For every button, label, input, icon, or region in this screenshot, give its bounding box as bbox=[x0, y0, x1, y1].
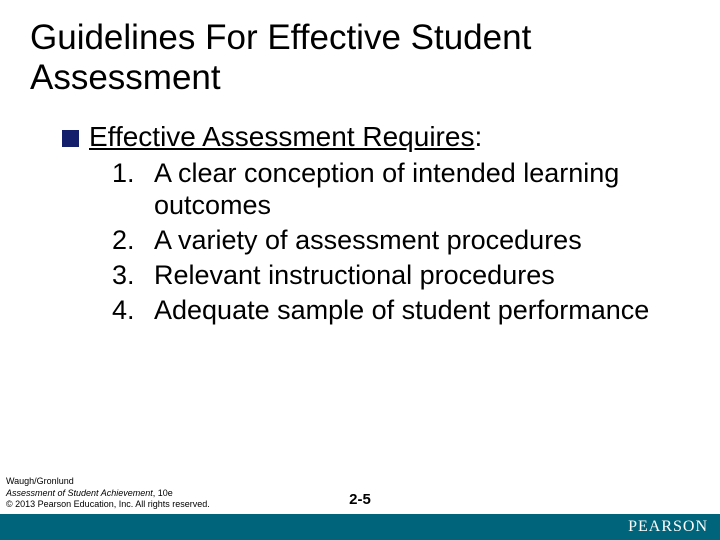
brand-logo: PEARSON bbox=[628, 518, 708, 536]
list-number: 2. bbox=[112, 224, 154, 257]
slide: Guidelines For Effective Student Assessm… bbox=[0, 0, 720, 540]
numbered-list: 1. A clear conception of intended learni… bbox=[62, 157, 690, 328]
list-text: A variety of assessment procedures bbox=[154, 224, 650, 257]
subheading-colon: : bbox=[474, 121, 482, 152]
body-area: Effective Assessment Requires: 1. A clea… bbox=[30, 121, 690, 328]
list-number: 1. bbox=[112, 157, 154, 223]
footer-edition: , 10e bbox=[153, 488, 173, 498]
list-text: Relevant instructional procedures bbox=[154, 259, 650, 292]
list-number: 4. bbox=[112, 294, 154, 327]
list-text: A clear conception of intended learning … bbox=[154, 157, 650, 223]
list-item: 4. Adequate sample of student performanc… bbox=[112, 294, 650, 327]
square-bullet-icon bbox=[62, 130, 79, 147]
brand-bar: PEARSON bbox=[0, 514, 720, 540]
subheading-text: Effective Assessment Requires bbox=[89, 121, 474, 152]
list-item: 3. Relevant instructional procedures bbox=[112, 259, 650, 292]
footer-authors: Waugh/Gronlund bbox=[6, 476, 210, 487]
subheading-row: Effective Assessment Requires: bbox=[62, 121, 690, 153]
slide-title: Guidelines For Effective Student Assessm… bbox=[30, 18, 690, 99]
footer-credits: Waugh/Gronlund Assessment of Student Ach… bbox=[6, 476, 210, 510]
footer-book-line: Assessment of Student Achievement, 10e bbox=[6, 488, 210, 499]
slide-number: 2-5 bbox=[349, 491, 371, 508]
footer-copyright: © 2013 Pearson Education, Inc. All right… bbox=[6, 499, 210, 510]
list-item: 2. A variety of assessment procedures bbox=[112, 224, 650, 257]
list-text: Adequate sample of student performance bbox=[154, 294, 650, 327]
footer-book-title: Assessment of Student Achievement bbox=[6, 488, 153, 498]
list-number: 3. bbox=[112, 259, 154, 292]
subheading: Effective Assessment Requires: bbox=[89, 121, 482, 153]
list-item: 1. A clear conception of intended learni… bbox=[112, 157, 650, 223]
